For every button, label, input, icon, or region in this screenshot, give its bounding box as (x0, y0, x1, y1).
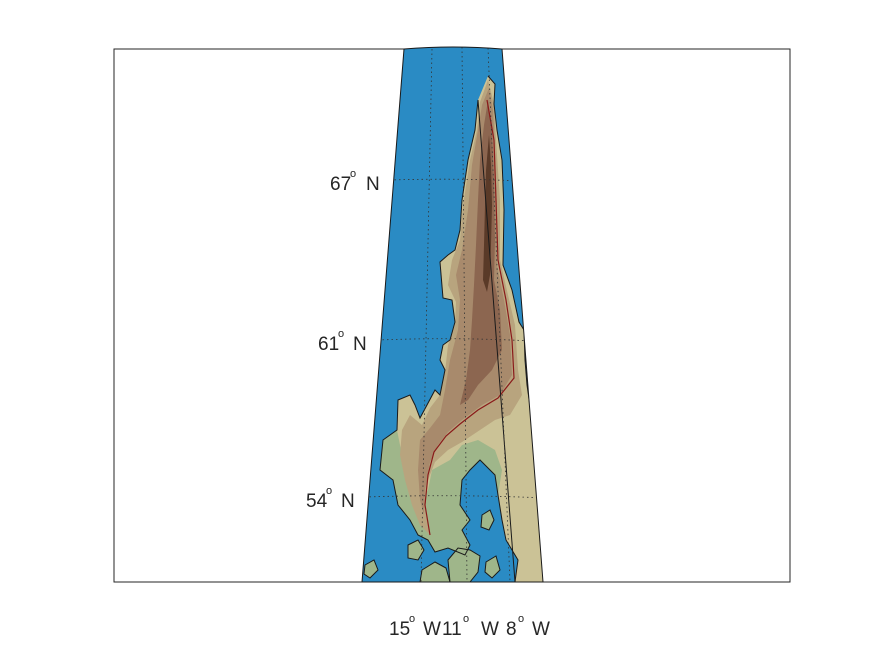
meridian-line (420, 48, 433, 582)
island (363, 559, 379, 579)
parallel-line (389, 178, 521, 182)
lat-suffix: N (341, 491, 355, 512)
lat-label-67: 67 (330, 174, 351, 195)
island (447, 547, 481, 582)
longitude-labels: 15 o W 11 o W 8 o W (389, 613, 550, 640)
meridian-line (461, 47, 468, 582)
degree-symbol: o (350, 168, 356, 180)
lat-label-54: 54 (306, 491, 328, 512)
lon-suffix: W (481, 619, 499, 640)
graticule (364, 47, 543, 582)
island (419, 561, 451, 582)
land-lowland (380, 430, 502, 555)
contour-line (424, 99, 515, 536)
degree-symbol: o (518, 613, 524, 625)
island (484, 555, 501, 579)
island (407, 539, 425, 561)
lon-label-15: 15 (389, 619, 410, 640)
lon-label-11: 11 (442, 619, 462, 640)
lat-suffix: N (353, 334, 367, 355)
degree-symbol: o (409, 613, 415, 625)
latitude-labels: 67 o N 61 o N 54 o N (306, 168, 380, 512)
lon-suffix: W (423, 619, 441, 640)
lon-label-8: 8 (506, 619, 517, 640)
degree-symbol: o (338, 328, 344, 340)
parallel-line (364, 495, 543, 499)
degree-symbol: o (463, 613, 469, 625)
land-mountains (460, 100, 502, 405)
lat-label-61: 61 (318, 334, 339, 355)
map-frame (361, 46, 544, 583)
lat-suffix: N (366, 174, 380, 195)
degree-symbol: o (326, 485, 332, 497)
lon-suffix: W (532, 619, 550, 640)
island (480, 509, 495, 531)
parallel-line (377, 338, 533, 342)
